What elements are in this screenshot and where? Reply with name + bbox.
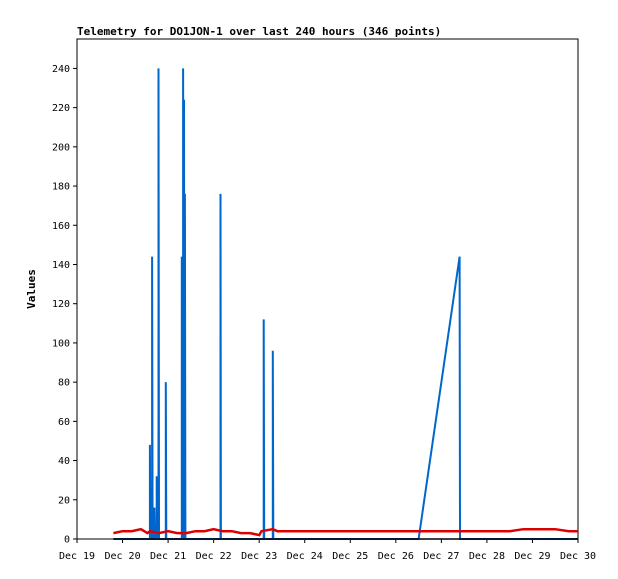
x-tick-label: Dec 19 bbox=[59, 551, 95, 562]
y-tick-label: 140 bbox=[52, 260, 70, 271]
x-tick-label: Dec 23 bbox=[241, 551, 277, 562]
x-tick-label: Dec 21 bbox=[150, 551, 186, 562]
x-tick-label: Dec 27 bbox=[423, 551, 459, 562]
series-line-1 bbox=[113, 527, 578, 537]
x-tick-label: Dec 28 bbox=[469, 551, 505, 562]
y-tick-label: 200 bbox=[52, 142, 70, 153]
plot-frame bbox=[76, 38, 579, 540]
y-tick-label: 100 bbox=[52, 338, 70, 349]
y-axis-label: Values bbox=[25, 269, 38, 309]
x-tick-label: Dec 20 bbox=[104, 551, 140, 562]
series-layer bbox=[113, 68, 578, 540]
x-tick-label: Dec 26 bbox=[378, 551, 414, 562]
x-tick-label: Dec 30 bbox=[560, 551, 596, 562]
y-tick-label: 80 bbox=[58, 378, 70, 389]
y-tick-label: 120 bbox=[52, 299, 70, 310]
x-tick-label: Dec 25 bbox=[332, 551, 368, 562]
x-tick-label: Dec 29 bbox=[514, 551, 550, 562]
y-axis: 0 20 40 60 80 100 120 140 160 180 200 220 240 bbox=[52, 64, 77, 546]
y-tick-label: 20 bbox=[58, 495, 70, 506]
y-tick-label: 180 bbox=[52, 182, 70, 193]
y-tick-label: 220 bbox=[52, 103, 70, 114]
x-tick-label: Dec 22 bbox=[196, 551, 232, 562]
y-tick-label: 0 bbox=[64, 535, 70, 546]
chart-title: Telemetry for DO1JON-1 over last 240 hou… bbox=[77, 25, 441, 38]
y-tick-label: 240 bbox=[52, 64, 70, 75]
x-tick-label: Dec 24 bbox=[287, 551, 323, 562]
x-axis: Dec 19 Dec 20 Dec 21 Dec 22 Dec 23 Dec 24 Dec … bbox=[59, 539, 596, 562]
y-tick-label: 40 bbox=[58, 456, 70, 467]
y-tick-label: 160 bbox=[52, 221, 70, 232]
y-tick-label: 60 bbox=[58, 417, 70, 428]
